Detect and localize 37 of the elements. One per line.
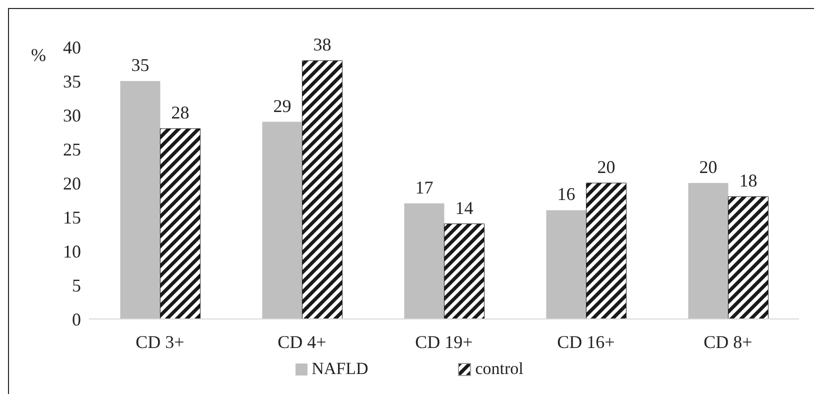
legend-label: control [474, 359, 524, 379]
y-axis-title: % [31, 45, 46, 66]
y-tick-label: 35 [63, 71, 81, 92]
data-label: 17 [415, 177, 434, 198]
data-label: 38 [313, 34, 332, 55]
bar [444, 224, 484, 319]
x-tick-label: CD 8+ [704, 332, 752, 352]
y-tick-label: 5 [72, 275, 81, 296]
data-label: 29 [273, 96, 292, 116]
x-tick-label: CD 19+ [415, 332, 473, 352]
y-tick-label: 20 [63, 173, 81, 194]
y-tick-label: 30 [63, 105, 81, 126]
x-tick-label: CD 3+ [136, 332, 184, 352]
data-label: 28 [171, 102, 190, 123]
y-tick-label: 10 [63, 241, 81, 262]
bar [546, 210, 586, 319]
data-label: 20 [597, 157, 616, 177]
bar [120, 81, 160, 319]
x-tick-label: CD 16+ [557, 332, 615, 352]
y-tick-label: 0 [72, 309, 81, 330]
legend-label: NAFLD [310, 359, 368, 379]
bar [728, 196, 768, 319]
bar [586, 182, 626, 319]
x-tick-label: CD 4+ [278, 332, 326, 352]
bar [688, 183, 728, 319]
bar [404, 203, 444, 319]
data-label: 16 [557, 184, 576, 204]
y-tick-label: 15 [63, 207, 81, 228]
bar [160, 128, 200, 319]
bar [302, 60, 342, 319]
y-tick-label: 40 [63, 37, 81, 58]
data-label: 20 [699, 157, 718, 177]
data-label: 18 [739, 170, 758, 191]
data-label: 14 [455, 198, 474, 218]
y-tick-label: 25 [63, 139, 81, 160]
data-label: 35 [131, 55, 150, 75]
bar [262, 122, 302, 319]
